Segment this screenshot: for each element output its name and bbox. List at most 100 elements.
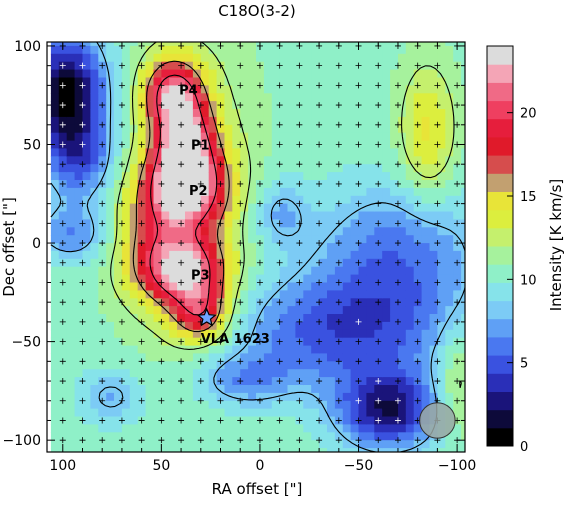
- map-pixel: [169, 53, 178, 63]
- map-pixel: [358, 42, 367, 47]
- map-pixel: [327, 258, 336, 268]
- map-pixel: [169, 187, 178, 197]
- map-pixel: [66, 392, 76, 402]
- map-pixel: [129, 250, 139, 260]
- map-pixel: [437, 172, 446, 181]
- grid-cross: [276, 358, 283, 365]
- map-pixel: [461, 440, 465, 449]
- map-pixel: [161, 377, 170, 386]
- map-pixel: [161, 140, 170, 150]
- map-pixel: [216, 53, 226, 63]
- map-pixel: [106, 392, 115, 402]
- grid-cross: [79, 259, 86, 266]
- map-pixel: [461, 116, 465, 126]
- map-pixel: [263, 321, 273, 331]
- map-pixel: [185, 124, 194, 134]
- map-pixel: [334, 385, 344, 394]
- grid-cross: [296, 279, 303, 286]
- map-pixel: [106, 400, 115, 410]
- map-pixel: [240, 45, 249, 55]
- map-pixel: [58, 290, 68, 299]
- map-pixel: [240, 337, 249, 347]
- map-pixel: [382, 424, 391, 433]
- map-pixel: [192, 203, 202, 213]
- map-pixel: [232, 132, 241, 142]
- grid-cross: [59, 338, 66, 345]
- map-pixel: [58, 306, 68, 315]
- map-pixel: [192, 377, 202, 386]
- map-pixel: [248, 266, 257, 276]
- map-pixel: [263, 187, 273, 197]
- map-pixel: [66, 77, 76, 86]
- map-pixel: [98, 424, 107, 433]
- map-pixel: [200, 180, 210, 189]
- grid-cross: [256, 240, 263, 247]
- map-pixel: [437, 392, 446, 402]
- map-pixel: [240, 392, 249, 402]
- grid-cross: [434, 240, 441, 247]
- grid-cross: [355, 318, 362, 325]
- map-pixel: [66, 140, 76, 150]
- grid-cross: [178, 318, 185, 325]
- map-pixel: [114, 172, 123, 181]
- map-pixel: [153, 408, 162, 418]
- map-pixel: [334, 132, 344, 142]
- map-pixel: [437, 148, 446, 157]
- map-pixel: [98, 361, 107, 370]
- grid-cross: [59, 121, 66, 128]
- map-pixel: [382, 243, 391, 252]
- map-pixel: [145, 361, 155, 370]
- map-pixel: [216, 124, 226, 134]
- map-pixel: [66, 227, 76, 236]
- map-pixel: [114, 424, 123, 433]
- map-pixel: [98, 85, 107, 94]
- map-pixel: [232, 369, 241, 378]
- grid-cross: [256, 437, 263, 444]
- map-pixel: [398, 116, 407, 126]
- map-pixel: [421, 203, 431, 213]
- map-pixel: [74, 448, 84, 452]
- map-pixel: [405, 408, 415, 418]
- map-pixel: [429, 227, 438, 236]
- grid-cross: [375, 121, 382, 128]
- map-pixel: [106, 211, 115, 220]
- map-pixel: [390, 432, 399, 441]
- map-pixel: [121, 329, 131, 339]
- map-pixel: [66, 266, 76, 276]
- grid-cross: [375, 299, 382, 306]
- map-pixel: [319, 329, 328, 339]
- map-pixel: [263, 53, 273, 63]
- map-pixel: [461, 93, 465, 102]
- map-pixel: [185, 250, 194, 260]
- map-pixel: [200, 266, 210, 276]
- map-pixel: [303, 69, 312, 79]
- map-pixel: [232, 282, 241, 291]
- map-pixel: [342, 53, 352, 63]
- map-pixel: [200, 156, 210, 165]
- map-pixel: [374, 306, 383, 315]
- map-pixel: [327, 345, 336, 355]
- grid-cross: [197, 180, 204, 187]
- grid-cross: [79, 62, 86, 69]
- map-pixel: [232, 148, 241, 157]
- map-pixel: [327, 164, 336, 173]
- map-pixel: [177, 424, 186, 433]
- grid-cross: [237, 417, 244, 424]
- grid-cross: [217, 200, 224, 207]
- grid-cross: [79, 299, 86, 306]
- map-pixel: [413, 329, 423, 339]
- map-pixel: [429, 187, 438, 197]
- map-pixel: [382, 321, 391, 331]
- map-pixel: [366, 93, 375, 102]
- map-pixel: [66, 203, 76, 213]
- map-pixel: [461, 227, 465, 236]
- map-pixel: [398, 61, 407, 71]
- map-pixel: [390, 321, 399, 331]
- map-pixel: [82, 408, 91, 418]
- map-pixel: [303, 116, 312, 126]
- grid-cross: [256, 220, 263, 227]
- map-pixel: [303, 172, 312, 181]
- map-pixel: [287, 109, 296, 118]
- grid-cross: [138, 121, 145, 128]
- map-pixel: [445, 329, 454, 339]
